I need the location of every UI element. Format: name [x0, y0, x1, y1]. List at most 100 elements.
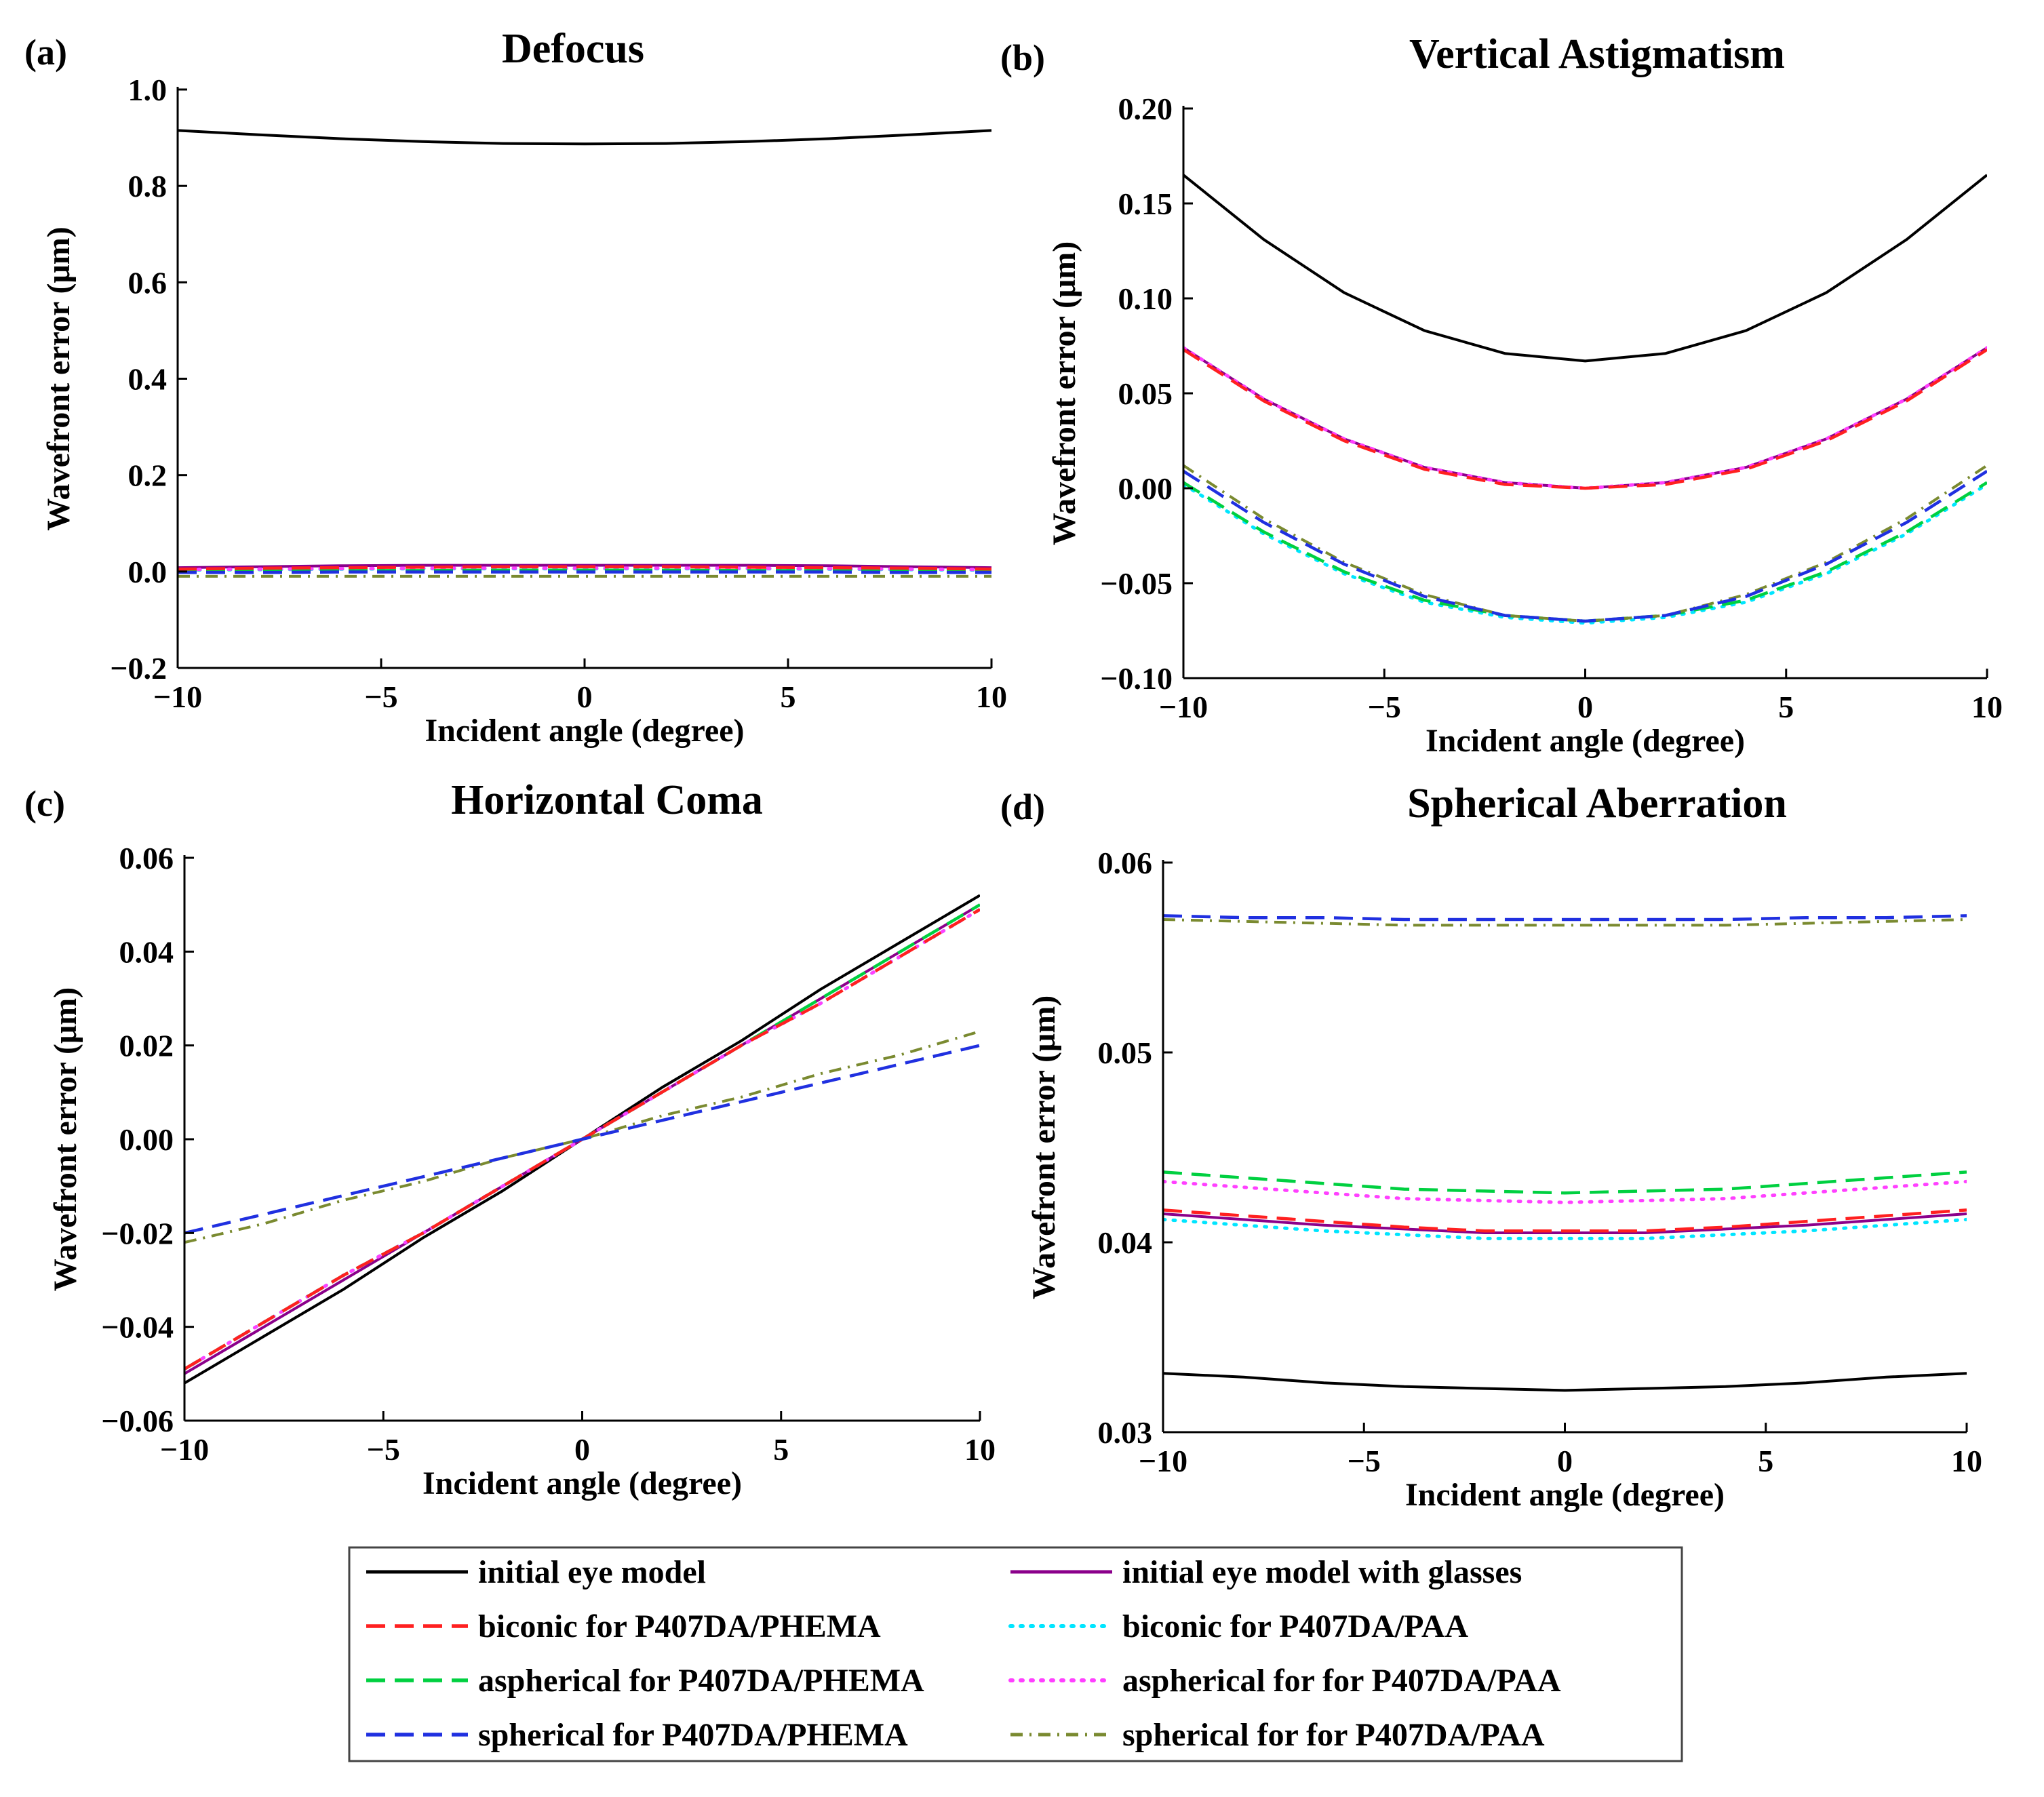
y-axis-label: Wavefront error (μm)	[1026, 995, 1062, 1299]
legend-label: spherical for for P407DA/PAA	[1122, 1717, 1545, 1753]
legend-label: biconic for P407DA/PHEMA	[478, 1608, 881, 1644]
series-line-aspherical_paa	[1183, 346, 1987, 490]
legend-item-aspherical_paa: aspherical for for P407DA/PAA	[1008, 1663, 1561, 1699]
legend-item-aspherical_phema: aspherical for P407DA/PHEMA	[366, 1663, 924, 1699]
x-tick-label: 10	[976, 679, 1007, 714]
y-tick-label: 0.00	[119, 1122, 174, 1157]
x-axis-label: Incident angle (degree)	[422, 1465, 742, 1501]
series-line-initial	[178, 129, 991, 146]
legend-label: initial eye model with glasses	[1122, 1554, 1522, 1590]
y-tick-label: 0.02	[119, 1029, 174, 1063]
legend-label: aspherical for for P407DA/PAA	[1122, 1663, 1561, 1699]
series-group	[178, 129, 991, 578]
x-axis-label: Incident angle (degree)	[1405, 1477, 1725, 1513]
x-tick-label: 0	[1557, 1444, 1573, 1478]
series-line-spherical_phema	[1163, 914, 1967, 922]
x-tick-label: 0	[577, 679, 593, 714]
y-tick-label: 0.04	[119, 934, 174, 969]
legend-item-biconic_paa: biconic for P407DA/PAA	[1008, 1608, 1469, 1644]
y-tick-label: 0.06	[119, 841, 174, 875]
series-group	[1183, 174, 1987, 625]
legend-item-initial: initial eye model	[366, 1554, 706, 1590]
x-tick-label: −5	[1368, 690, 1401, 724]
legend-label: spherical for P407DA/PHEMA	[478, 1717, 908, 1753]
y-tick-label: 0.05	[1098, 1035, 1153, 1070]
legend-item-spherical_paa: spherical for for P407DA/PAA	[1010, 1717, 1545, 1753]
x-axis-label: Incident angle (degree)	[425, 713, 744, 749]
series-group	[1163, 914, 1967, 1392]
x-tick-label: 10	[1951, 1444, 1982, 1478]
series-line-biconic_phema	[1183, 348, 1987, 490]
y-tick-label: 0.10	[1118, 281, 1173, 316]
legend-label: aspherical for P407DA/PHEMA	[478, 1663, 924, 1699]
y-tick-label: 0.20	[1118, 92, 1173, 126]
y-tick-label: 0.6	[128, 265, 168, 300]
chart-title: Horizontal Coma	[451, 777, 763, 823]
y-axis-label: Wavefront error (μm)	[41, 226, 77, 530]
series-group	[184, 894, 980, 1385]
series-line-aspherical_paa	[1163, 1179, 1967, 1204]
y-tick-label: 0.06	[1098, 846, 1153, 880]
legend: initial eye model initial eye model with …	[348, 1546, 1683, 1762]
chart-panel-d: (d) Spherical Aberration −10 −5 0 5 10 0.03 0.04…	[1000, 781, 1982, 1513]
series-line-spherical_phema	[184, 1044, 980, 1235]
y-tick-label: 0.15	[1118, 186, 1173, 221]
chart-title: Vertical Astigmatism	[1409, 31, 1785, 77]
y-tick-label: 0.05	[1118, 376, 1173, 411]
y-tick-label: 0.03	[1098, 1415, 1153, 1450]
legend-item-glasses: initial eye model with glasses	[1010, 1554, 1522, 1590]
panel-letter: (c)	[24, 783, 65, 824]
y-tick-label: −0.05	[1100, 566, 1173, 601]
series-line-biconic_phema	[178, 565, 991, 571]
legend-item-spherical_phema: spherical for P407DA/PHEMA	[366, 1717, 908, 1753]
chart-panel-a: (a) Defocus −10 −5 0 5 10 −0.2 0.0 0.2 0.4 0.6 0.8 1.…	[24, 26, 1007, 749]
x-tick-label: 0	[574, 1432, 590, 1467]
x-tick-label: −5	[367, 1432, 400, 1467]
y-tick-label: −0.04	[101, 1310, 174, 1345]
y-tick-label: 0.8	[128, 169, 168, 203]
series-line-aspherical_phema	[1163, 1170, 1967, 1195]
y-tick-label: 0.4	[128, 362, 168, 397]
y-tick-label: −0.10	[1100, 661, 1173, 696]
y-axis-label: Wavefront error (μm)	[47, 987, 83, 1291]
y-tick-label: 0.0	[128, 555, 168, 589]
chart-panel-c: (c) Horizontal Coma −10 −5 0 5 10 −0.06 −0.04 −0.…	[24, 777, 996, 1501]
chart-panels: (a) Defocus −10 −5 0 5 10 −0.2 0.0 0.2 0.4 0.6 0.8 1.…	[24, 26, 2003, 1513]
x-tick-label: −10	[1159, 690, 1208, 724]
y-tick-label: −0.02	[101, 1216, 174, 1250]
y-tick-label: −0.2	[110, 651, 167, 686]
legend-label: biconic for P407DA/PAA	[1122, 1608, 1469, 1644]
panel-letter: (a)	[24, 32, 67, 73]
x-tick-label: −5	[364, 679, 397, 714]
x-tick-label: −5	[1348, 1444, 1381, 1478]
x-tick-label: 10	[964, 1432, 996, 1467]
x-tick-label: −10	[1139, 1444, 1187, 1478]
series-line-spherical_phema	[178, 570, 991, 574]
series-line-spherical_phema	[1183, 469, 1987, 623]
x-tick-label: −10	[153, 679, 202, 714]
panel-letter: (d)	[1000, 787, 1045, 827]
y-axis-label: Wavefront error (μm)	[1046, 241, 1082, 545]
x-tick-label: 5	[773, 1432, 789, 1467]
legend-label: initial eye model	[478, 1554, 706, 1590]
x-axis-label: Incident angle (degree)	[1426, 723, 1745, 759]
y-tick-label: −0.06	[101, 1404, 174, 1438]
series-line-biconic_phema	[1163, 1208, 1967, 1233]
legend-item-biconic_phema: biconic for P407DA/PHEMA	[366, 1608, 881, 1644]
series-line-initial	[1163, 1372, 1967, 1392]
x-tick-label: 0	[1577, 690, 1593, 724]
x-tick-label: −10	[160, 1432, 209, 1467]
chart-panel-b: (b) Vertical Astigmatism −10 −5 0 5 10 −0.10 −0.…	[1000, 31, 2003, 759]
series-line-biconic_paa	[1183, 482, 1987, 625]
panel-letter: (b)	[1000, 37, 1045, 78]
series-line-biconic_paa	[1163, 1217, 1967, 1240]
x-tick-label: 10	[1971, 690, 2003, 724]
series-line-spherical_paa	[1163, 918, 1967, 927]
y-tick-label: 0.04	[1098, 1225, 1153, 1260]
x-tick-label: 5	[1778, 690, 1794, 724]
series-line-initial	[1183, 174, 1987, 363]
x-tick-label: 5	[781, 679, 796, 714]
chart-title: Defocus	[502, 26, 644, 72]
series-line-aspherical_phema	[178, 568, 991, 574]
y-tick-label: 0.2	[128, 458, 168, 493]
